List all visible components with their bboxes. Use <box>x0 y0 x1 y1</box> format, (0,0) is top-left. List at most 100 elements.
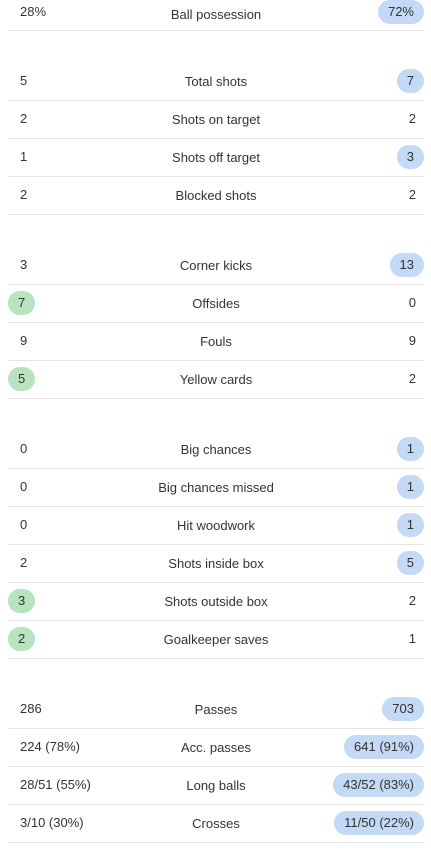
home-value-cell: 2 <box>8 545 38 582</box>
home-value-cell: 2 <box>8 101 38 138</box>
home-value: 28% <box>20 4 47 19</box>
match-stats: 28% Ball possession 72% 5 Total shots 7 2 Shots… <box>8 0 424 843</box>
away-value-cell: 2 <box>398 361 424 398</box>
away-value: 2 <box>408 187 416 202</box>
away-value-cell: 3 <box>396 139 424 176</box>
stat-row: 3 Shots outside box 2 <box>8 583 424 621</box>
stat-label: Offsides <box>192 296 240 311</box>
stat-row: 3 Corner kicks 13 <box>8 247 424 285</box>
home-value-cell: 0 <box>8 431 38 468</box>
away-value-cell: 2 <box>398 583 424 620</box>
home-value: 224 (78%) <box>20 739 80 754</box>
away-value: 1 <box>396 475 424 499</box>
stat-label: Passes <box>194 702 238 717</box>
home-value-cell: 224 (78%) <box>8 729 91 766</box>
stat-label: Shots outside box <box>164 594 268 609</box>
home-value: 3 <box>20 257 28 272</box>
home-value-cell: 0 <box>8 469 38 506</box>
home-value: 3 <box>8 589 36 613</box>
stat-label: Hit woodwork <box>176 518 256 533</box>
stat-label: Yellow cards <box>179 372 253 387</box>
away-value: 2 <box>408 111 416 126</box>
group-spacer <box>8 215 424 247</box>
away-value-cell: 11/50 (22%) <box>334 805 424 842</box>
home-value: 2 <box>8 627 36 651</box>
home-value-cell: 286 <box>8 691 53 728</box>
home-value: 5 <box>8 367 36 391</box>
stat-label: Corner kicks <box>179 258 253 273</box>
stat-row: 0 Big chances 1 <box>8 431 424 469</box>
stat-label: Big chances missed <box>158 480 274 495</box>
home-value-cell: 1 <box>8 139 38 176</box>
away-value-cell: 2 <box>398 101 424 138</box>
away-value: 2 <box>408 371 416 386</box>
stat-label: Fouls <box>200 334 232 349</box>
home-value-cell: 2 <box>8 177 38 214</box>
away-value-cell: 1 <box>396 431 424 468</box>
stat-label: Big chances <box>180 442 252 457</box>
away-value-cell: 1 <box>398 621 424 658</box>
away-value-cell: 5 <box>396 545 424 582</box>
stat-row: 0 Big chances missed 1 <box>8 469 424 507</box>
stat-label: Long balls <box>186 778 246 793</box>
home-value: 5 <box>20 73 28 88</box>
stat-row: 286 Passes 703 <box>8 691 424 729</box>
home-value: 2 <box>20 555 28 570</box>
stat-label: Shots inside box <box>168 556 264 571</box>
home-value: 2 <box>20 111 28 126</box>
home-value-cell: 5 <box>8 63 38 100</box>
away-value: 0 <box>408 295 416 310</box>
stat-label: Shots off target <box>172 150 260 165</box>
stat-row: 28/51 (55%) Long balls 43/52 (83%) <box>8 767 424 805</box>
stat-group: 3 Corner kicks 13 7 Offsides 0 9 Fouls 9 5 Yellow … <box>8 247 424 399</box>
home-value-cell: 7 <box>8 285 36 322</box>
away-value: 11/50 (22%) <box>334 811 424 835</box>
away-value-cell: 13 <box>389 247 424 284</box>
stat-row: 224 (78%) Acc. passes 641 (91%) <box>8 729 424 767</box>
home-value-cell: 3 <box>8 247 38 284</box>
stat-group: 0 Big chances 1 0 Big chances missed 1 0 Hit wo… <box>8 431 424 659</box>
home-value-cell: 2 <box>8 621 36 658</box>
away-value: 43/52 (83%) <box>333 773 424 797</box>
stat-group: 5 Total shots 7 2 Shots on target 2 1 Shots off… <box>8 63 424 215</box>
home-value-cell: 3 <box>8 583 36 620</box>
away-value-cell: 43/52 (83%) <box>333 767 424 804</box>
stat-row: 0 Hit woodwork 1 <box>8 507 424 545</box>
stat-row: 5 Yellow cards 2 <box>8 361 424 399</box>
group-spacer <box>8 399 424 431</box>
away-value-cell: 1 <box>396 507 424 544</box>
away-value-cell: 641 (91%) <box>344 729 424 766</box>
home-value: 0 <box>20 479 28 494</box>
away-value: 1 <box>408 631 416 646</box>
stat-label: Crosses <box>192 816 240 831</box>
home-value: 7 <box>8 291 36 315</box>
stat-group: 286 Passes 703 224 (78%) Acc. passes 641 (91%… <box>8 691 424 843</box>
home-value-cell: 3/10 (30%) <box>8 805 95 842</box>
stat-row: 5 Total shots 7 <box>8 63 424 101</box>
stat-row: 2 Shots on target 2 <box>8 101 424 139</box>
stat-label: Shots on target <box>171 112 261 127</box>
away-value-cell: 2 <box>398 177 424 214</box>
home-value: 0 <box>20 517 28 532</box>
away-value: 3 <box>396 145 424 169</box>
away-value: 13 <box>389 253 424 277</box>
away-value: 1 <box>396 437 424 461</box>
stat-label: Blocked shots <box>175 188 257 203</box>
away-value: 5 <box>396 551 424 575</box>
away-value: 1 <box>396 513 424 537</box>
stat-row: 2 Shots inside box 5 <box>8 545 424 583</box>
away-value-cell: 1 <box>396 469 424 506</box>
home-value-cell: 28/51 (55%) <box>8 767 102 804</box>
home-value-cell: 0 <box>8 507 38 544</box>
home-value: 1 <box>20 149 28 164</box>
away-value-cell: 9 <box>398 323 424 360</box>
stat-row: 7 Offsides 0 <box>8 285 424 323</box>
home-value-cell: 9 <box>8 323 38 360</box>
stat-row: 3/10 (30%) Crosses 11/50 (22%) <box>8 805 424 843</box>
home-value: 286 <box>20 701 42 716</box>
stat-row: 28% Ball possession 72% <box>8 0 424 31</box>
stat-label: Total shots <box>184 74 248 89</box>
home-value: 9 <box>20 333 28 348</box>
home-value-cell: 28% <box>8 0 57 30</box>
group-spacer <box>8 31 424 63</box>
